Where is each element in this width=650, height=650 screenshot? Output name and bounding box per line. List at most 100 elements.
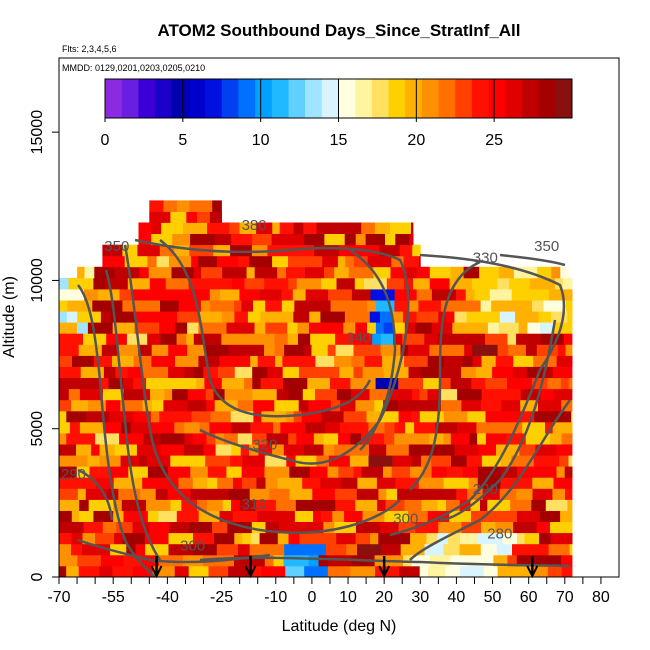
colorbar-swatch [305,79,323,118]
heatmap-cell [443,410,468,423]
heatmap-cell [297,322,310,334]
heatmap-cell [416,311,439,323]
heatmap-cell [178,477,194,489]
heatmap-cell [277,532,289,545]
heatmap-cell [408,366,421,378]
heatmap-cell [518,322,528,334]
heatmap-cell [429,433,444,445]
heatmap-cell [68,388,81,401]
heatmap-cell [229,222,240,234]
heatmap-cell [79,421,106,434]
heatmap-cell [142,388,151,401]
heatmap-cell [304,233,325,246]
heatmap-cell [275,355,283,367]
heatmap-cell [418,477,444,489]
heatmap-cell [183,444,204,456]
heatmap-cell [438,366,462,378]
heatmap-cell [495,521,514,534]
contour-label: 310 [242,496,267,513]
heatmap-cell [459,543,482,556]
heatmap-cell [435,421,458,434]
chart-title: ATOM2 Southbound Days_Since_StratInf_All [157,21,520,40]
heatmap-cell [128,466,149,478]
x-axis: -70 -55 -40 -25 -10 0 10 20 30 40 50 60 70 80 [47,577,610,606]
heatmap-cell [80,366,105,378]
heatmap-cell [380,333,394,345]
heatmap-cell [258,444,273,456]
heatmap-cell [390,222,412,234]
heatmap-cell [498,333,508,345]
heatmap-cell [323,433,339,445]
heatmap-cell [343,410,367,423]
heatmap-cell [197,499,208,511]
heatmap-cell [102,255,126,268]
heatmap-cell [234,532,243,545]
heatmap-cell [350,565,361,578]
contour-line [499,253,566,267]
heatmap-cell [427,510,450,522]
heatmap-cell [144,532,169,545]
heatmap-cell [327,344,336,356]
heatmap-cell [324,233,346,246]
heatmap-cell [100,311,111,323]
heatmap-cell [158,510,178,522]
heatmap-cell [384,433,395,445]
heatmap-cell [256,477,266,489]
heatmap-cell [443,355,464,367]
heatmap-cell [398,377,424,390]
heatmap-cell [452,322,463,334]
heatmap-cell [313,433,324,445]
colorbar-swatch [388,79,406,118]
heatmap-cell [250,355,259,367]
heatmap-cell [507,554,518,567]
heatmap-cell [335,333,354,345]
heatmap-cell [382,543,402,556]
heatmap-cell [291,233,305,246]
heatmap-cell [252,377,261,390]
heatmap-cell [238,255,250,268]
contour-line [199,556,571,568]
heatmap-cell [209,211,222,223]
heatmap-cell [407,344,430,356]
heatmap-cell [360,565,376,578]
dates-label: MMDD: 0129,0201,0203,0205,0210 [62,63,205,73]
heatmap-cell [138,233,152,246]
heatmap-cell [571,322,573,334]
heatmap-cell [188,565,209,578]
heatmap-cell [443,444,455,456]
heatmap-cell [564,466,573,478]
heatmap-cell [59,311,68,323]
heatmap-cell [336,532,356,545]
heatmap-cell [364,355,383,367]
heatmap-cell [89,466,111,478]
heatmap-cell [115,366,128,378]
heatmap-cell [463,266,480,279]
heatmap-cell [181,499,198,511]
heatmap-cell [133,377,147,390]
heatmap-cell [186,211,198,223]
colorbar-tick-label: 20 [407,132,425,149]
heatmap-cell [430,554,451,567]
heatmap-cell [150,521,170,534]
heatmap-cell [533,455,560,467]
heatmap-cell [253,399,275,412]
heatmap-cell [102,244,123,257]
heatmap-cell [230,244,253,257]
heatmap-cell [296,433,315,445]
heatmap-cell [168,532,194,545]
heatmap-cell [242,532,252,545]
heatmap-cell [277,477,288,489]
heatmap-cell [511,455,535,467]
heatmap-cell [481,521,496,534]
heatmap-cell [375,322,385,334]
heatmap-cell [239,499,256,511]
heatmap-cell [335,499,356,511]
heatmap-cell [318,554,329,567]
heatmap-cell [478,466,502,478]
heatmap-cell [497,565,518,578]
heatmap-cell [312,488,336,500]
heatmap-cell [481,388,504,401]
heatmap-cell [421,499,439,511]
heatmap-cell [543,300,567,312]
heatmap-cell [366,410,381,423]
